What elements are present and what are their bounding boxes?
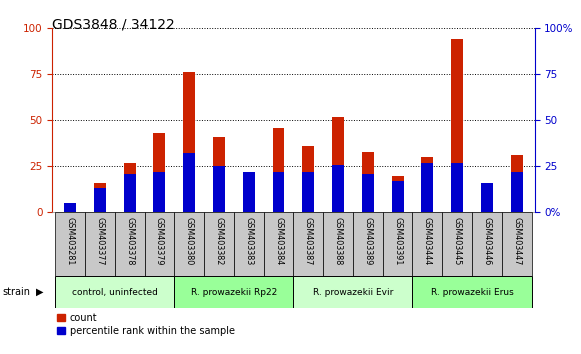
Bar xyxy=(421,163,433,212)
Bar xyxy=(153,133,166,212)
Bar xyxy=(332,165,344,212)
Bar xyxy=(64,203,76,212)
Text: GSM403377: GSM403377 xyxy=(95,217,105,266)
Text: GSM403388: GSM403388 xyxy=(333,217,343,266)
Bar xyxy=(153,172,166,212)
Bar xyxy=(243,172,254,212)
Bar xyxy=(323,212,353,276)
Text: ▶: ▶ xyxy=(36,287,44,297)
Bar xyxy=(293,212,323,276)
Bar xyxy=(392,181,404,212)
Bar xyxy=(174,276,293,308)
Bar xyxy=(413,276,532,308)
Bar xyxy=(421,157,433,212)
Bar xyxy=(272,172,285,212)
Bar xyxy=(94,183,106,212)
Text: GSM403382: GSM403382 xyxy=(214,217,224,266)
Bar xyxy=(55,276,174,308)
Text: control, uninfected: control, uninfected xyxy=(72,287,157,297)
Text: R. prowazekii Rp22: R. prowazekii Rp22 xyxy=(191,287,277,297)
Bar xyxy=(302,172,314,212)
Text: strain: strain xyxy=(3,287,31,297)
Text: GSM403389: GSM403389 xyxy=(363,217,372,266)
Bar xyxy=(362,174,374,212)
Text: GSM403379: GSM403379 xyxy=(155,217,164,266)
Text: GSM403446: GSM403446 xyxy=(482,217,492,266)
Bar xyxy=(413,212,442,276)
Bar xyxy=(213,166,225,212)
Bar xyxy=(85,212,115,276)
Text: R. prowazekii Evir: R. prowazekii Evir xyxy=(313,287,393,297)
Text: GDS3848 / 34122: GDS3848 / 34122 xyxy=(52,18,175,32)
Bar xyxy=(293,276,413,308)
Bar xyxy=(272,128,285,212)
Bar xyxy=(442,212,472,276)
Text: R. prowazekii Erus: R. prowazekii Erus xyxy=(431,287,514,297)
Bar xyxy=(472,212,502,276)
Bar xyxy=(183,154,195,212)
Text: GSM403378: GSM403378 xyxy=(125,217,134,266)
Text: GSM403384: GSM403384 xyxy=(274,217,283,266)
Bar xyxy=(502,212,532,276)
Bar xyxy=(213,137,225,212)
Bar xyxy=(353,212,383,276)
Bar xyxy=(332,117,344,212)
Bar xyxy=(55,212,85,276)
Bar xyxy=(174,212,204,276)
Text: GSM403387: GSM403387 xyxy=(304,217,313,266)
Bar xyxy=(481,183,493,212)
Bar xyxy=(264,212,293,276)
Text: GSM403445: GSM403445 xyxy=(453,217,462,266)
Legend: count, percentile rank within the sample: count, percentile rank within the sample xyxy=(57,313,235,336)
Bar xyxy=(204,212,234,276)
Text: GSM403391: GSM403391 xyxy=(393,217,402,266)
Bar xyxy=(362,152,374,212)
Bar xyxy=(115,212,145,276)
Bar xyxy=(234,212,264,276)
Bar xyxy=(451,39,463,212)
Bar xyxy=(511,155,523,212)
Bar xyxy=(481,188,493,212)
Bar xyxy=(302,146,314,212)
Bar xyxy=(451,163,463,212)
Text: GSM403444: GSM403444 xyxy=(423,217,432,266)
Text: GSM403380: GSM403380 xyxy=(185,217,193,266)
Bar xyxy=(145,212,174,276)
Bar xyxy=(383,212,413,276)
Bar xyxy=(124,174,135,212)
Bar xyxy=(243,174,254,212)
Text: GSM403383: GSM403383 xyxy=(244,217,253,266)
Bar xyxy=(183,73,195,212)
Bar xyxy=(392,176,404,212)
Bar xyxy=(94,188,106,212)
Text: GSM403447: GSM403447 xyxy=(512,217,521,266)
Text: GSM403281: GSM403281 xyxy=(66,217,74,266)
Bar xyxy=(511,172,523,212)
Bar xyxy=(124,163,135,212)
Bar xyxy=(64,209,76,212)
